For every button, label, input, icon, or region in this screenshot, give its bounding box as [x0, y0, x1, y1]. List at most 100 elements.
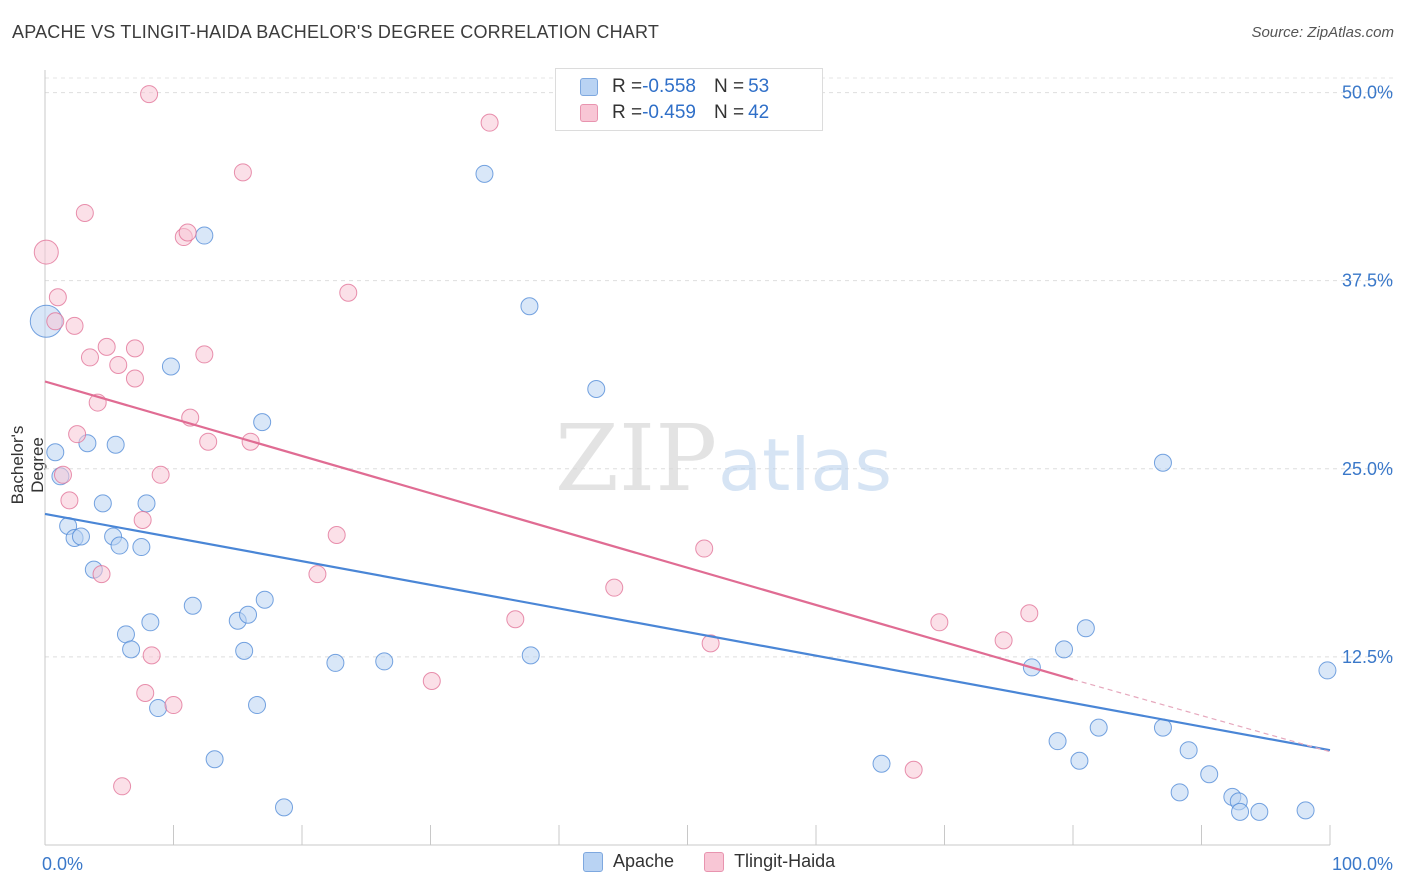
- point-tlingit-haida: [53, 465, 72, 484]
- point-apache: [1170, 783, 1189, 802]
- watermark-zip: ZIP: [555, 405, 717, 512]
- point-tlingit-haida: [140, 85, 159, 104]
- r-value: -0.558: [642, 76, 696, 97]
- point-apache: [161, 357, 180, 376]
- point-tlingit-haida: [480, 113, 499, 132]
- point-tlingit-haida: [695, 539, 714, 558]
- point-apache: [110, 536, 129, 555]
- point-apache: [1200, 765, 1219, 784]
- point-apache: [872, 754, 891, 773]
- point-tlingit-haida: [125, 369, 144, 388]
- point-apache: [1231, 802, 1250, 821]
- legend-item-apache[interactable]: Apache: [583, 851, 674, 872]
- y-tick-label: 25.0%: [1342, 459, 1393, 479]
- point-apache: [93, 494, 112, 513]
- point-apache: [1076, 619, 1095, 638]
- point-tlingit-haida: [80, 348, 99, 367]
- point-tlingit-haida: [48, 288, 67, 307]
- point-tlingit-haida: [125, 339, 144, 358]
- point-apache: [183, 596, 202, 615]
- point-apache: [275, 798, 294, 817]
- point-tlingit-haida: [109, 355, 128, 374]
- point-apache: [106, 435, 125, 454]
- point-apache: [149, 699, 168, 718]
- point-apache: [255, 590, 274, 609]
- stats-row-apache: R = -0.558 N = 53: [580, 75, 769, 99]
- legend-label-apache: Apache: [613, 851, 675, 871]
- point-apache: [521, 646, 540, 665]
- point-apache: [195, 226, 214, 245]
- point-apache: [326, 653, 345, 672]
- point-tlingit-haida: [136, 684, 155, 703]
- point-tlingit-haida: [339, 283, 358, 302]
- point-apache: [248, 696, 267, 715]
- point-apache: [253, 413, 272, 432]
- point-tlingit-haida: [151, 465, 170, 484]
- point-apache: [122, 640, 141, 659]
- point-apache: [475, 164, 494, 183]
- point-apache: [375, 652, 394, 671]
- point-apache: [1250, 802, 1269, 821]
- tlingit-swatch: [580, 104, 598, 122]
- point-apache: [137, 494, 156, 513]
- r-label: R =: [612, 76, 643, 97]
- trendline-apache: [44, 512, 1331, 752]
- legend-item-tlingit-haida[interactable]: Tlingit-Haida: [704, 851, 835, 872]
- point-tlingit-haida: [904, 760, 923, 779]
- point-tlingit-haida: [75, 203, 94, 222]
- point-apache: [46, 443, 65, 462]
- point-tlingit-haida: [195, 345, 214, 364]
- series-legend: Apache Tlingit-Haida: [583, 851, 865, 872]
- stats-row-tlingit: R = -0.459 N = 42: [580, 101, 769, 125]
- point-tlingit-haida: [605, 578, 624, 597]
- r-label: R =: [612, 102, 643, 123]
- point-apache: [205, 750, 224, 769]
- x-tick-label: 0.0%: [42, 854, 83, 874]
- point-tlingit-haida: [142, 646, 161, 665]
- point-apache: [71, 527, 90, 546]
- watermark-atlas: atlas: [718, 423, 892, 507]
- point-tlingit-haida: [60, 491, 79, 510]
- point-apache: [116, 625, 135, 644]
- point-tlingit-haida: [308, 565, 327, 584]
- n-label: N =: [713, 76, 745, 97]
- point-apache: [1153, 453, 1172, 472]
- point-tlingit-haida: [92, 565, 111, 584]
- point-apache: [132, 538, 151, 557]
- point-apache: [1048, 732, 1067, 751]
- point-apache: [235, 641, 254, 660]
- r-value: -0.459: [642, 102, 696, 123]
- point-tlingit-haida: [65, 316, 84, 335]
- point-tlingit-haida: [994, 631, 1013, 650]
- point-apache: [1296, 801, 1315, 820]
- point-tlingit-haida: [199, 432, 218, 451]
- x-tick-label: 100.0%: [1332, 854, 1393, 874]
- point-tlingit-haida: [68, 425, 87, 444]
- chart-title: APACHE VS TLINGIT-HAIDA BACHELOR'S DEGRE…: [12, 22, 660, 42]
- n-value: 42: [748, 102, 770, 123]
- point-apache: [141, 613, 160, 632]
- point-apache: [239, 605, 258, 624]
- point-tlingit-haida: [327, 526, 346, 544]
- point-tlingit-haida: [164, 696, 183, 715]
- point-apache: [520, 297, 539, 316]
- point-tlingit-haida: [1020, 604, 1039, 623]
- source-label: Source: ZipAtlas.com: [1251, 24, 1394, 41]
- point-tlingit-haida: [178, 223, 197, 242]
- trendline-tlingit-haida-extension: [1072, 678, 1331, 753]
- y-tick-label: 12.5%: [1342, 647, 1393, 667]
- y-tick-label: 50.0%: [1342, 83, 1393, 103]
- point-tlingit-haida: [97, 337, 116, 356]
- apache-swatch: [580, 78, 598, 96]
- point-apache: [1070, 751, 1089, 770]
- point-tlingit-haida: [33, 239, 59, 265]
- n-label: N =: [713, 102, 745, 123]
- point-tlingit-haida: [133, 510, 152, 529]
- apache-legend-swatch: [583, 851, 603, 872]
- stats-legend: R = -0.558 N = 53 R = -0.459 N = 42: [555, 68, 823, 131]
- trendline-tlingit-haida: [44, 380, 1074, 681]
- point-tlingit-haida: [422, 671, 441, 690]
- tlingit-legend-swatch: [704, 851, 725, 872]
- point-tlingit-haida: [701, 634, 720, 653]
